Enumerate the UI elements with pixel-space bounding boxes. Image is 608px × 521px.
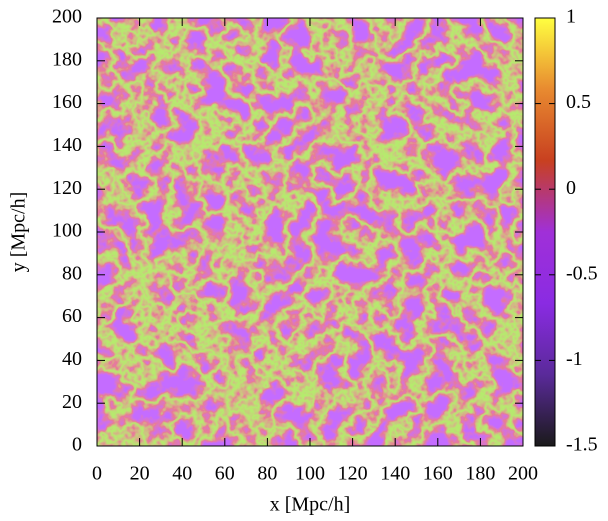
colorbar-tick-label: 1 — [566, 6, 576, 28]
y-axis-label: y [Mpc/h] — [8, 192, 30, 273]
colorbar-tick-label: -0.5 — [566, 262, 598, 284]
colorbar — [534, 17, 556, 447]
x-tick-label: 200 — [508, 463, 538, 485]
x-axis-label: x [Mpc/h] — [270, 494, 351, 516]
y-tick-label: 0 — [72, 434, 82, 456]
x-tick-label: 20 — [130, 463, 150, 485]
colorbar-tick-label: 0 — [566, 177, 576, 199]
y-tick-label: 120 — [52, 177, 82, 199]
y-tick-label: 100 — [52, 220, 82, 242]
x-tick-label: 40 — [172, 463, 192, 485]
x-tick-label: 120 — [338, 463, 368, 485]
y-tick-label: 40 — [62, 348, 82, 370]
colorbar-tick-label: -1.5 — [566, 434, 598, 456]
x-tick-label: 100 — [295, 463, 325, 485]
y-tick-label: 20 — [62, 391, 82, 413]
y-tick-label: 200 — [52, 6, 82, 28]
x-tick-label: 80 — [257, 463, 277, 485]
y-tick-label: 140 — [52, 134, 82, 156]
colorbar-tick-label: -1 — [566, 348, 583, 370]
x-tick-label: 60 — [215, 463, 235, 485]
x-tick-label: 160 — [423, 463, 453, 485]
density-field — [97, 18, 523, 446]
x-tick-label: 140 — [380, 463, 410, 485]
colorbar-tick-label: 0.5 — [566, 91, 591, 113]
x-tick-label: 0 — [92, 463, 102, 485]
y-tick-label: 60 — [62, 305, 82, 327]
y-tick-label: 160 — [52, 91, 82, 113]
x-tick-label: 180 — [465, 463, 495, 485]
y-tick-label: 180 — [52, 48, 82, 70]
y-tick-label: 80 — [62, 262, 82, 284]
